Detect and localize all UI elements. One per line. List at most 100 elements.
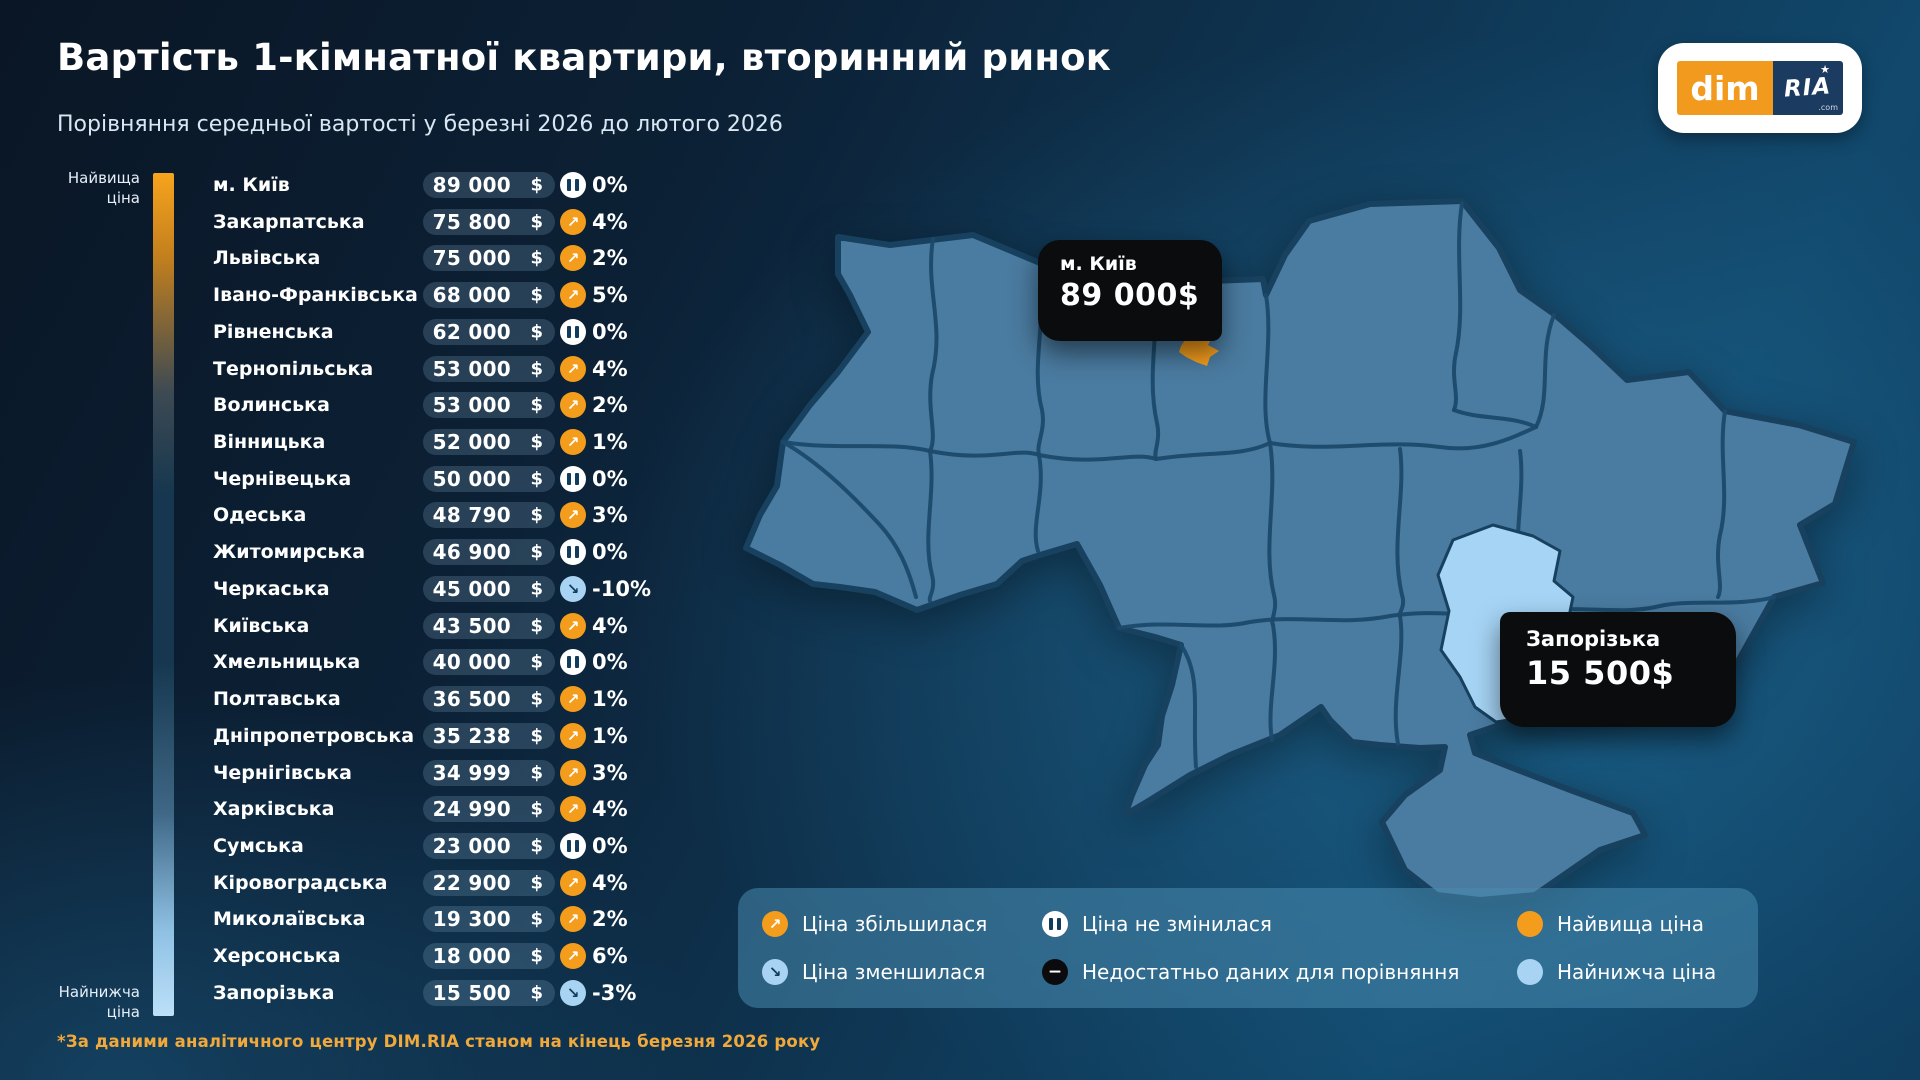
price-value: 40 000 xyxy=(432,650,511,675)
pause-bar xyxy=(567,179,571,191)
highest-price-dot xyxy=(1517,911,1543,937)
trend-icon-slot: ↗ xyxy=(560,208,586,235)
zaporizka-price-callout: Запорізька 15 500$ xyxy=(1500,612,1736,727)
price-pill: 36 500 $ xyxy=(423,686,555,713)
currency-sign: $ xyxy=(530,945,543,967)
price-up-icon: ↗ xyxy=(560,392,586,419)
currency-sign: $ xyxy=(530,762,543,784)
price-value: 53 000 xyxy=(432,356,511,381)
region-row: Рівненська 62 000 $0% xyxy=(213,317,683,347)
currency-sign: $ xyxy=(530,615,543,637)
price-up-icon: ↗ xyxy=(560,722,586,749)
region-row: Харківська 24 990 $ ↗ 4% xyxy=(213,794,683,824)
region-name: Харківська xyxy=(213,798,335,821)
price-unchanged-icon xyxy=(560,318,586,345)
region-name: Тернопільська xyxy=(213,357,374,380)
trend-icon-slot: ↗ xyxy=(560,245,586,272)
dim-ria-logo: dim ★ RIA .com xyxy=(1658,43,1862,133)
legend-item: Найвища ціна xyxy=(1517,907,1758,941)
region-name: Херсонська xyxy=(213,945,341,968)
price-up-icon: ↗ xyxy=(560,869,586,896)
region-row: Дніпропетровська 35 238 $ ↗ 1% xyxy=(213,721,683,751)
price-up-icon: ↗ xyxy=(560,686,586,713)
region-row: Черкаська 45 000 $ ↘ -10% xyxy=(213,574,683,604)
change-percent: 3% xyxy=(592,503,628,528)
change-percent: 3% xyxy=(592,760,628,785)
price-pill: 18 000 $ xyxy=(423,943,555,970)
lowest-price-dot xyxy=(1517,959,1543,985)
price-value: 46 900 xyxy=(432,540,511,565)
price-pill: 53 000 $ xyxy=(423,355,555,382)
region-row: Кіровоградська 22 900 $ ↗ 4% xyxy=(213,868,683,898)
currency-sign: $ xyxy=(530,394,543,416)
trend-icon-slot: ↗ xyxy=(560,906,586,933)
change-percent: -10% xyxy=(592,576,651,601)
region-name: Рівненська xyxy=(213,320,334,343)
price-value: 35 238 xyxy=(432,723,511,748)
trend-icon-slot xyxy=(560,318,586,345)
price-up-icon: ↗ xyxy=(560,943,586,970)
oblast-border-line xyxy=(1179,643,1198,769)
region-name: Черкаська xyxy=(213,577,330,600)
page-subtitle: Порівняння середньої вартості у березні … xyxy=(57,112,783,137)
price-value: 15 500 xyxy=(432,980,511,1005)
price-value: 48 790 xyxy=(432,503,511,528)
callout-price-value: 15 500$ xyxy=(1526,654,1675,692)
price-unchanged-icon xyxy=(560,649,586,676)
price-pill: 48 790 $ xyxy=(423,502,555,529)
trend-icon-slot xyxy=(560,649,586,676)
price-pill: 24 990 $ xyxy=(423,796,555,823)
oblast-border-line xyxy=(1267,441,1278,627)
region-row: Закарпатська 75 800 $ ↗ 4% xyxy=(213,207,683,237)
ria-logo-text: RIA xyxy=(1783,73,1833,103)
change-percent: 0% xyxy=(592,540,628,565)
trend-icon-slot xyxy=(560,539,586,566)
price-pill: 62 000 $ xyxy=(423,318,555,345)
region-name: Київська xyxy=(213,614,310,637)
pause-bar xyxy=(575,656,579,669)
region-name: Чернівецька xyxy=(213,467,352,490)
pause-bar xyxy=(575,546,579,559)
legend-item: Ціна не змінилася xyxy=(1042,907,1517,941)
ukraine-outline xyxy=(743,198,1857,903)
trend-icon-slot: ↘ xyxy=(560,979,586,1006)
region-name: Запорізька xyxy=(213,981,335,1004)
price-pill: 15 500 $ xyxy=(423,979,555,1006)
region-name: Кіровоградська xyxy=(213,871,388,894)
pause-bar xyxy=(1049,918,1053,930)
price-value: 68 000 xyxy=(432,283,511,308)
currency-sign: $ xyxy=(530,468,543,490)
price-value: 23 000 xyxy=(432,833,511,858)
oblast-border-line xyxy=(1534,313,1556,429)
trend-icon-slot xyxy=(560,465,586,492)
currency-sign: $ xyxy=(530,284,543,306)
region-row: Івано-Франківська 68 000 $ ↗ 5% xyxy=(213,280,683,310)
kyiv-price-callout: м. Київ 89 000$ xyxy=(1038,240,1222,341)
price-unchanged-icon xyxy=(560,539,586,566)
price-up-icon: ↗ xyxy=(560,429,586,456)
oblast-border-line xyxy=(1716,409,1727,599)
change-percent: 4% xyxy=(592,870,628,895)
oblast-border-line xyxy=(1268,623,1277,742)
region-name: Миколаївська xyxy=(213,908,366,931)
price-unchanged-icon xyxy=(560,832,586,859)
price-value: 75 800 xyxy=(432,209,511,234)
callout-region-name: м. Київ xyxy=(1060,253,1137,275)
legend-label: Ціна не змінилася xyxy=(1082,912,1272,936)
region-row: Запорізька 15 500 $ ↘ -3% xyxy=(213,978,683,1008)
trend-icon-slot: ↗ xyxy=(560,392,586,419)
change-percent: 2% xyxy=(592,246,628,271)
currency-sign: $ xyxy=(530,651,543,673)
price-pill: 75 800 $ xyxy=(423,208,555,235)
legend-item: ↗ Ціна збільшилася xyxy=(762,907,1042,941)
price-unchanged-icon xyxy=(1042,911,1068,937)
region-name: Одеська xyxy=(213,504,307,527)
trend-icon-slot: ↗ xyxy=(560,502,586,529)
change-percent: 6% xyxy=(592,944,628,969)
price-pill: 22 900 $ xyxy=(423,869,555,896)
price-up-icon: ↗ xyxy=(560,612,586,639)
price-value: 19 300 xyxy=(432,907,511,932)
trend-icon-slot: ↗ xyxy=(560,355,586,382)
price-value: 22 900 xyxy=(432,870,511,895)
